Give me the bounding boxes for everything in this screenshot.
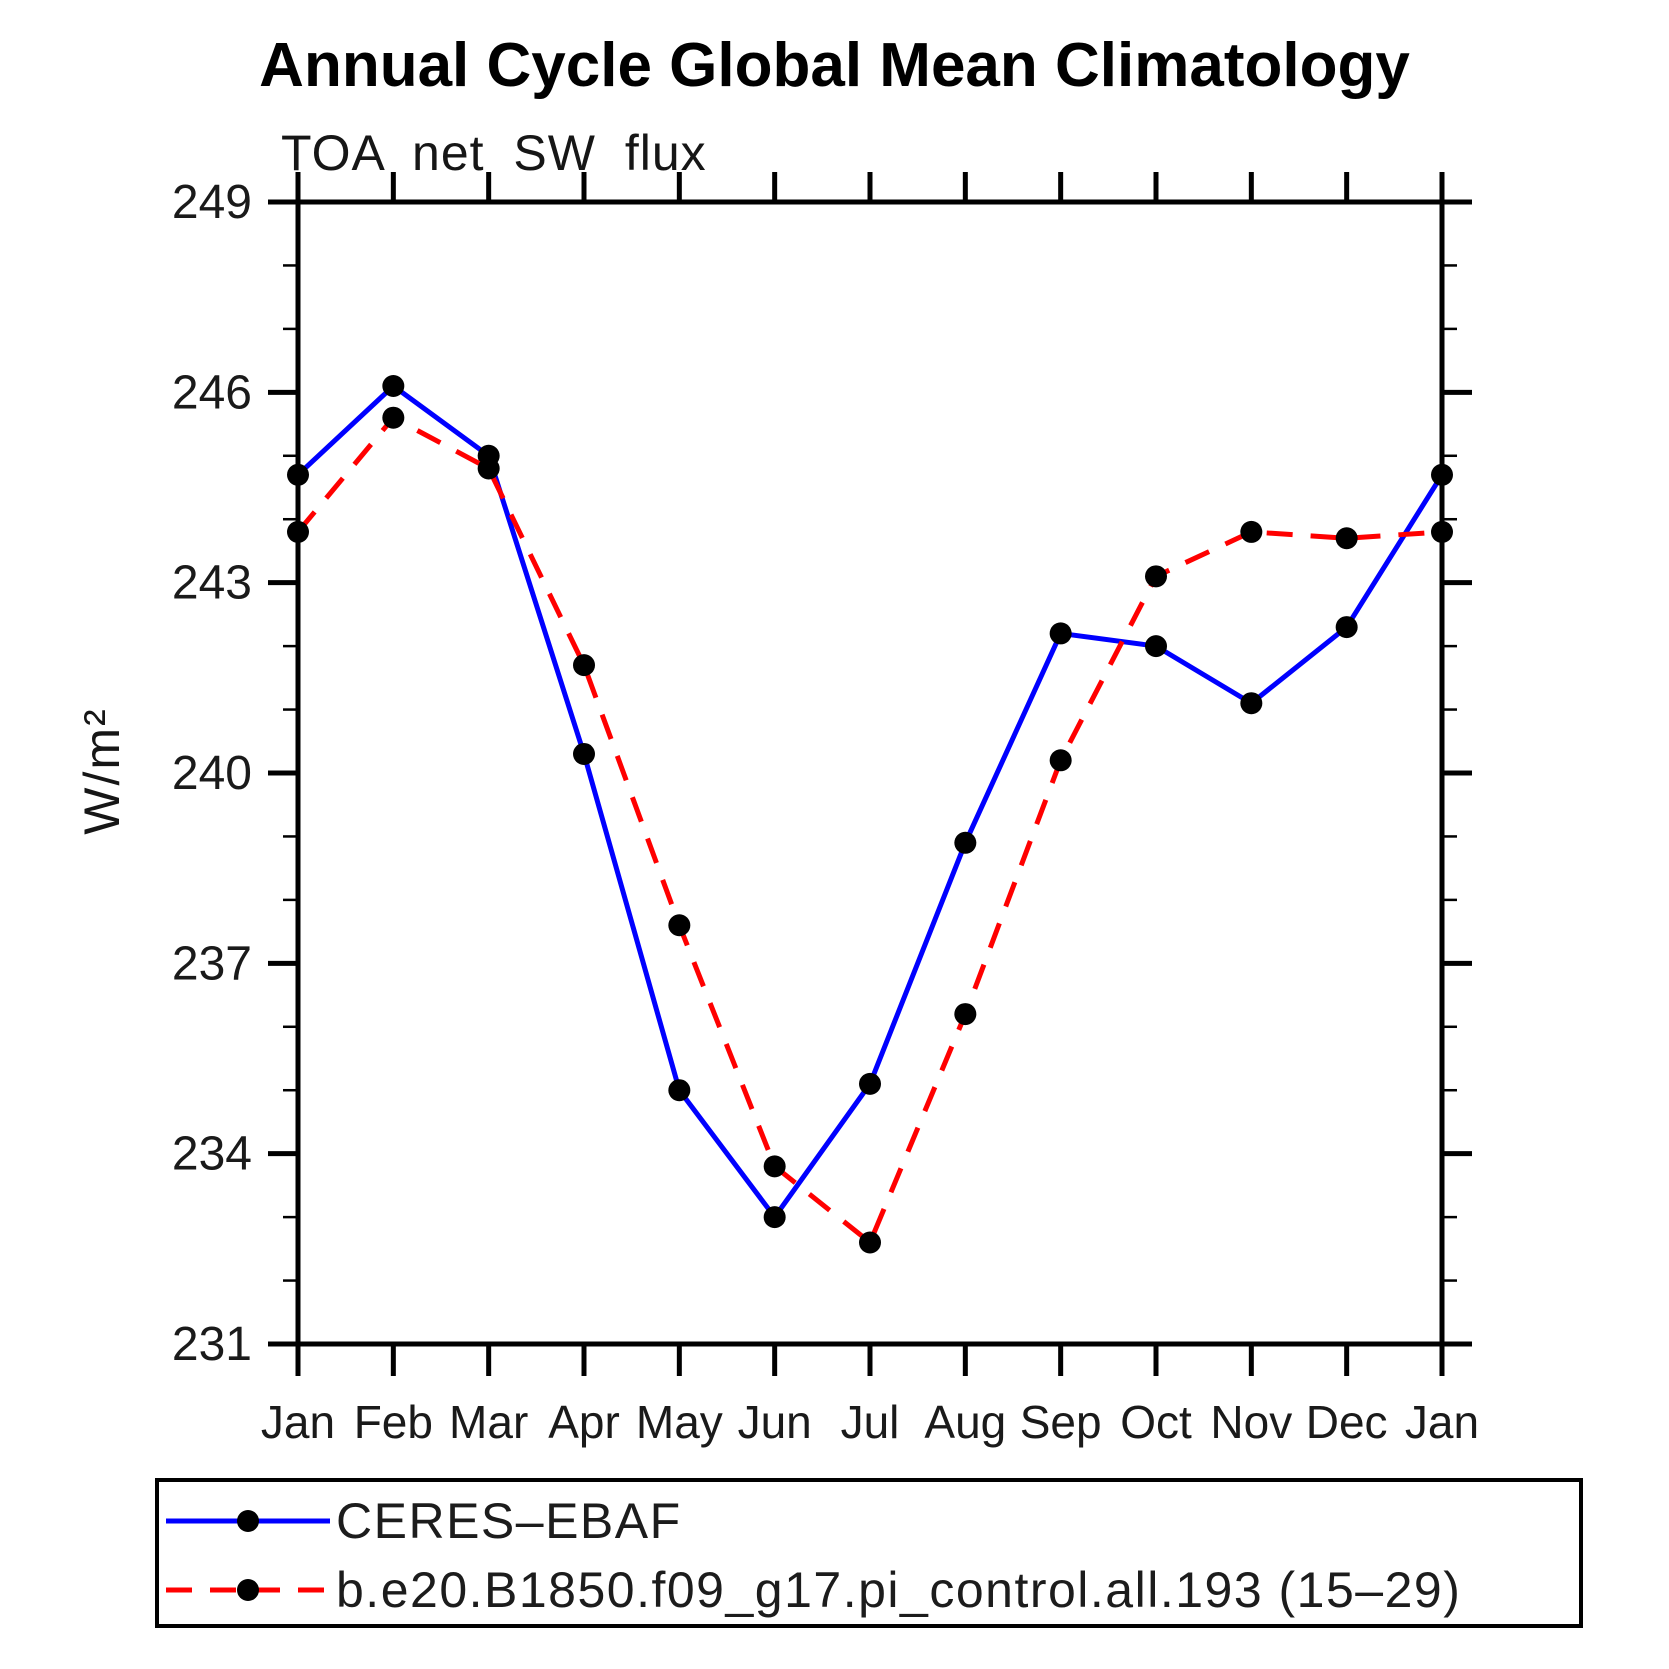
legend-sample-marker [237, 1510, 259, 1532]
x-tick-label: Jan [261, 1396, 335, 1448]
legend-label: CERES–EBAF [336, 1493, 682, 1549]
data-point-marker [954, 831, 977, 854]
data-point-marker [1335, 527, 1358, 550]
y-tick-label: 246 [172, 366, 252, 419]
series-line [296, 414, 1443, 1247]
data-point-marker [382, 374, 405, 397]
y-tick-label: 243 [172, 557, 252, 610]
data-point-marker [1049, 622, 1072, 645]
legend-sample-marker [237, 1579, 259, 1601]
data-point-marker [954, 1003, 977, 1026]
data-point-marker [382, 406, 405, 429]
x-tick-label: Jun [738, 1396, 812, 1448]
data-point-marker [573, 742, 595, 765]
chart-title: Annual Cycle Global Mean Climatology [259, 31, 1410, 100]
data-point-marker [573, 654, 595, 677]
y-tick-label: 237 [172, 937, 252, 990]
data-point-marker [1335, 616, 1358, 639]
x-tick-label: Sep [1020, 1396, 1102, 1448]
legend-label: b.e20.B1850.f09_g17.pi_control.all.193 (… [336, 1562, 1462, 1618]
chart-subtitle: TOA net SW flux [281, 125, 707, 181]
legend-line-sample-dashed-icon [166, 1579, 330, 1601]
y-tick-label: 231 [172, 1318, 252, 1371]
x-tick-label: Nov [1210, 1396, 1292, 1448]
x-tick-label: Aug [924, 1396, 1006, 1448]
legend-line-sample-solid-icon [166, 1510, 330, 1532]
data-point-marker [859, 1231, 881, 1254]
x-tick-label: Apr [548, 1396, 620, 1448]
legend-item-ceres: CERES–EBAF [166, 1493, 682, 1549]
data-point-marker [287, 463, 309, 486]
data-point-marker [1145, 635, 1167, 658]
data-point-marker [1240, 520, 1263, 543]
y-tick-label: 249 [172, 176, 252, 229]
data-point-marker [668, 1079, 691, 1102]
x-tick-label: Jul [841, 1396, 900, 1448]
data-point-marker [1431, 520, 1453, 543]
y-tick-label: 240 [172, 747, 252, 800]
legend-item-model: b.e20.B1850.f09_g17.pi_control.all.193 (… [166, 1562, 1461, 1618]
data-point-marker [287, 520, 309, 543]
data-point-marker [668, 914, 691, 937]
data-point-marker [763, 1206, 786, 1229]
x-tick-label: Oct [1120, 1396, 1192, 1448]
plot-frame [295, 199, 1445, 1347]
x-tick-label: Jan [1405, 1396, 1479, 1448]
data-point-marker [859, 1072, 881, 1095]
x-tick-label: Feb [354, 1396, 433, 1448]
data-point-marker [1049, 749, 1072, 772]
x-tick-label: Mar [449, 1396, 528, 1448]
data-point-marker [763, 1155, 786, 1178]
data-point-marker [477, 457, 500, 480]
data-point-marker [1431, 463, 1453, 486]
data-point-marker [1240, 692, 1263, 715]
y-tick-label: 234 [172, 1128, 252, 1181]
x-tick-label: Dec [1306, 1396, 1388, 1448]
x-tick-label: May [636, 1396, 723, 1448]
data-point-marker [1145, 565, 1167, 588]
legend: CERES–EBAF b.e20.B1850.f09_g17.pi_contro… [155, 1478, 1583, 1628]
